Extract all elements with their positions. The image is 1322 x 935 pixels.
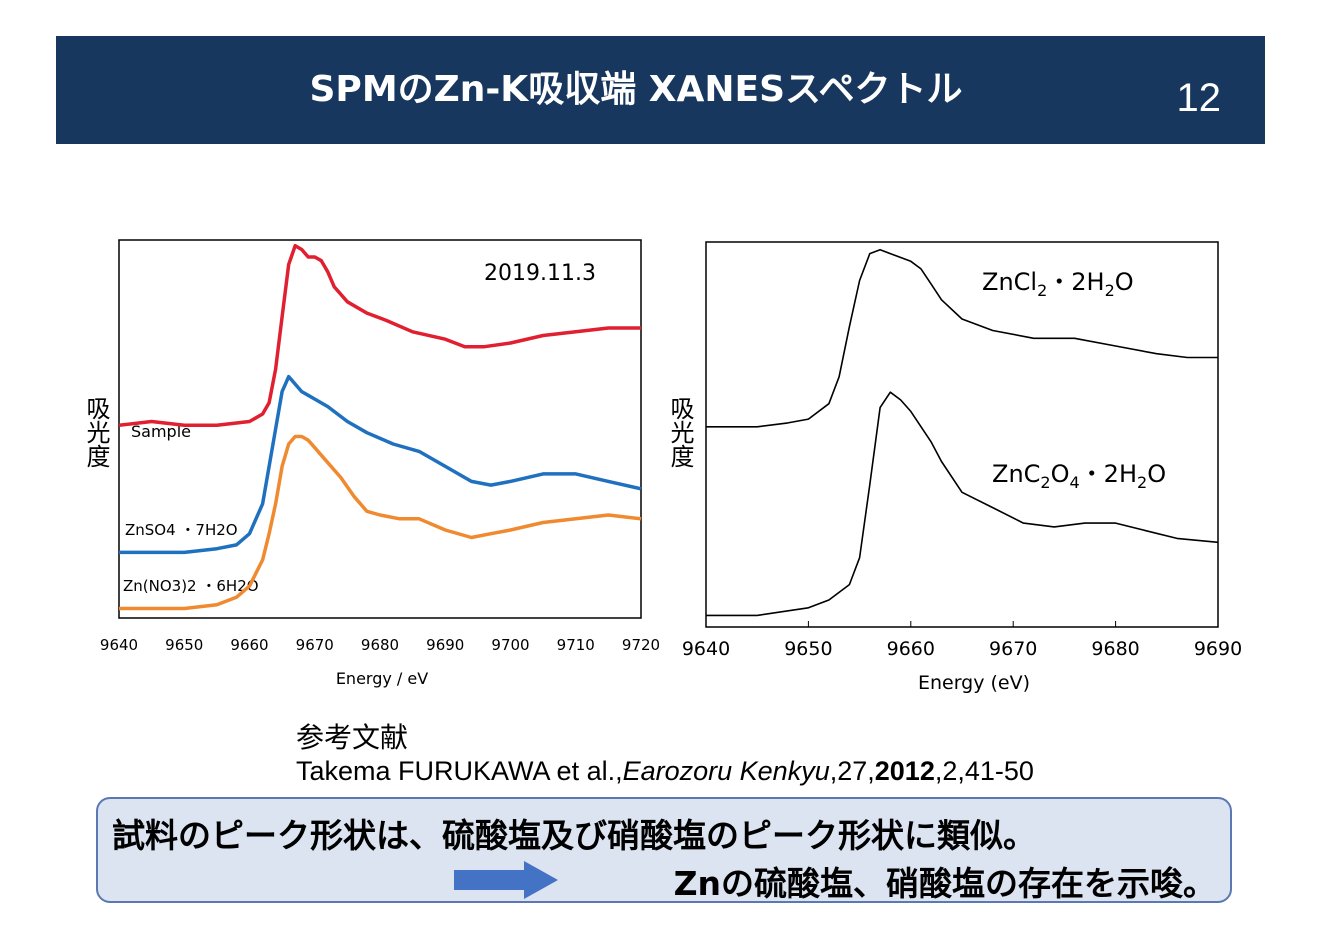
x-tick-label: 9690	[426, 636, 464, 654]
series-label-zncl2: ZnCl2・2H2O	[982, 268, 1134, 300]
reference-journal: Earozoru Kenkyu	[622, 756, 830, 786]
x-tick-label: 9680	[361, 636, 399, 654]
x-axis-label: Energy (eV)	[918, 672, 1030, 694]
y-axis-label: 吸光度	[82, 396, 110, 468]
plot-frame	[118, 239, 642, 619]
x-tick-label: 9650	[784, 638, 832, 660]
x-tick-label: 9650	[165, 636, 203, 654]
conclusion-box: 試料のピーク形状は、硫酸塩及び硝酸塩のピーク形状に類似。 Znの硫酸塩、硝酸塩の…	[96, 797, 1232, 903]
slide-header: SPMのZn-K吸収端 XANESスペクトル 12	[56, 36, 1265, 144]
x-tick-label: 9660	[230, 636, 268, 654]
series-label-znc2o4: ZnC2O4・2H2O	[992, 460, 1166, 492]
date-annotation: 2019.11.3	[484, 261, 596, 286]
series-line-2	[119, 434, 642, 611]
reference-citation: Takema FURUKAWA et al.,Earozoru Kenkyu,2…	[296, 756, 1034, 787]
reference-year: 2012	[874, 756, 935, 786]
series-line-1	[119, 374, 642, 555]
series-line-0	[118, 243, 641, 428]
x-tick-label: 9720	[622, 636, 660, 654]
series-line-1	[706, 391, 1219, 617]
x-tick-label: 9670	[989, 638, 1037, 660]
chart-reference-xanes: 吸光度 ZnCl2・2H2O ZnC2O4・2H2O Energy (eV) 9…	[666, 241, 1242, 694]
legend-zn-no3: Zn(NO3)2 ・6H2O	[123, 577, 259, 595]
x-tick-label: 9700	[491, 636, 529, 654]
y-axis-label: 吸光度	[666, 396, 694, 468]
series-line-0	[706, 248, 1218, 428]
x-tick-label: 9660	[887, 638, 935, 660]
x-tick-label: 9640	[682, 638, 730, 660]
x-tick-label: 9640	[100, 636, 138, 654]
plot-frame	[705, 241, 1219, 628]
page-number: 12	[1176, 76, 1222, 120]
reference-authors: Takema FURUKAWA et al.,	[296, 756, 623, 786]
legend-znso4: ZnSO4 ・7H2O	[125, 521, 238, 539]
x-tick-label: 9670	[296, 636, 334, 654]
reference-heading: 参考文献	[296, 721, 409, 754]
right-arrow-icon	[454, 861, 558, 899]
slide-title: SPMのZn-K吸収端 XANESスペクトル	[309, 69, 963, 110]
legend-sample: Sample	[131, 422, 191, 441]
reference-pages: ,2,41-50	[934, 756, 1034, 786]
x-tick-label: 9680	[1091, 638, 1139, 660]
reference-volume: ,27,	[829, 756, 875, 786]
chart-measured-xanes: 吸光度 2019.11.3 Sample ZnSO4 ・7H2O Zn(NO3)…	[82, 239, 660, 688]
x-tick-label: 9690	[1194, 638, 1242, 660]
x-tick-label: 9710	[557, 636, 595, 654]
conclusion-line-1: 試料のピーク形状は、硫酸塩及び硝酸塩のピーク形状に類似。	[112, 816, 1036, 855]
x-axis-label: Energy / eV	[336, 669, 428, 688]
conclusion-line-2: Znの硫酸塩、硝酸塩の存在を示唆。	[673, 864, 1216, 903]
